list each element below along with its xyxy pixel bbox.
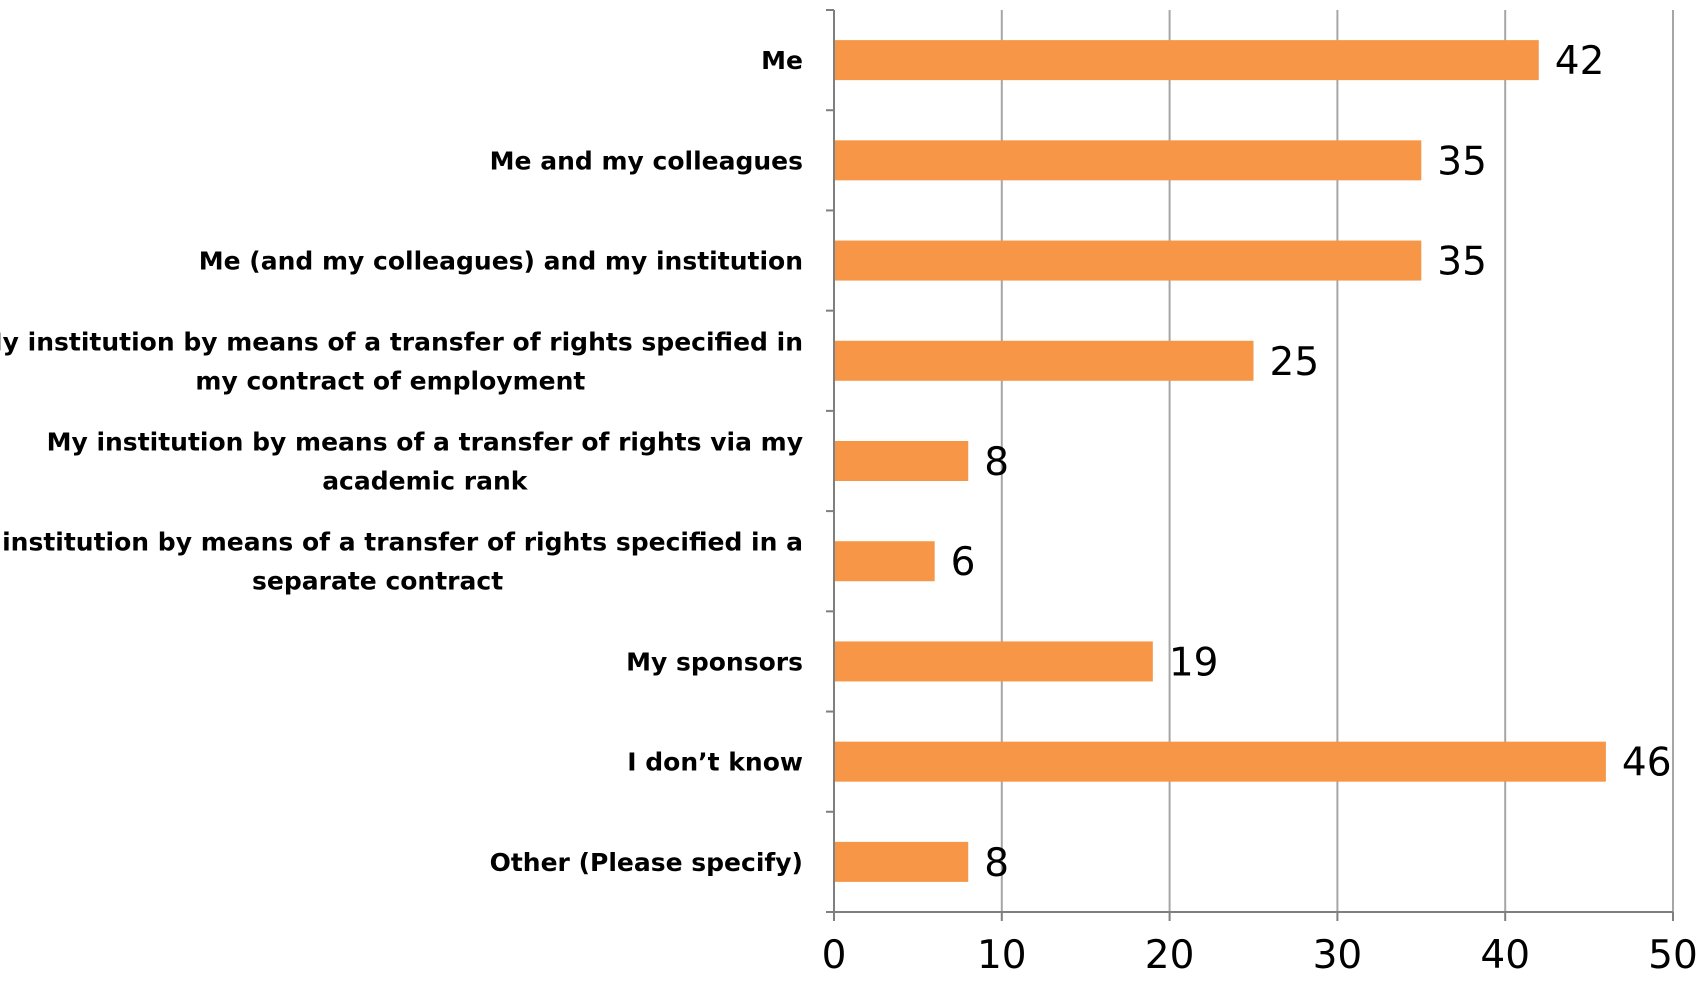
category-label-8: Other (Please specify) — [490, 848, 803, 877]
category-label-6-line-0: My sponsors — [626, 647, 803, 676]
category-label-2: Me (and my colleagues) and my institutio… — [199, 247, 803, 276]
category-label-7: I don’t know — [627, 748, 803, 777]
bar-2 — [835, 240, 1422, 281]
data-label-4: 8 — [984, 440, 1009, 485]
data-label-6: 19 — [1169, 640, 1219, 685]
data-label-3: 25 — [1270, 340, 1320, 385]
data-label-7: 46 — [1622, 741, 1672, 786]
data-label-1: 35 — [1437, 139, 1487, 184]
data-label-8: 8 — [984, 841, 1009, 886]
x-tick-label-30: 30 — [1313, 933, 1363, 978]
x-tick-label-0: 0 — [822, 933, 847, 978]
bar-8 — [835, 841, 969, 882]
category-label-5-line-0: My institution by means of a transfer of… — [0, 528, 803, 557]
bar-6 — [835, 641, 1153, 682]
x-tick-label-50: 50 — [1648, 933, 1698, 978]
bar-5 — [835, 541, 935, 582]
category-label-4-line-1: academic rank — [322, 467, 529, 496]
category-label-4-line-0: My institution by means of a transfer of… — [47, 428, 803, 457]
category-label-3-line-0: My institution by means of a transfer of… — [0, 327, 803, 356]
category-label-6: My sponsors — [626, 647, 803, 676]
data-label-5: 6 — [951, 540, 976, 585]
category-label-0: Me — [761, 46, 803, 75]
category-label-3: My institution by means of a transfer of… — [0, 327, 803, 395]
x-tick-label-10: 10 — [977, 933, 1027, 978]
category-label-5-line-1: separate contract — [252, 567, 503, 596]
data-label-2: 35 — [1437, 240, 1487, 285]
bar-7 — [835, 741, 1606, 782]
bar-4 — [835, 441, 969, 481]
category-label-0-line-0: Me — [761, 46, 803, 75]
category-label-4: My institution by means of a transfer of… — [47, 428, 803, 496]
category-label-1-line-0: Me and my colleagues — [490, 146, 803, 175]
labels: 0 10 20 30 40 50 42 Me 35 Me and my colleagues 35 M… — [0, 39, 1698, 978]
bars — [835, 40, 1606, 882]
bar-0 — [835, 40, 1539, 81]
category-label-3-line-1: my contract of employment — [195, 366, 585, 395]
x-tick-label-40: 40 — [1480, 933, 1530, 978]
category-label-2-line-0: Me (and my colleagues) and my institutio… — [199, 247, 803, 276]
bar-1 — [835, 140, 1422, 181]
category-label-7-line-0: I don’t know — [627, 748, 803, 777]
data-label-0: 42 — [1555, 39, 1605, 84]
bar-3 — [835, 340, 1254, 381]
category-label-5: My institution by means of a transfer of… — [0, 528, 803, 596]
x-tick-label-20: 20 — [1145, 933, 1195, 978]
category-label-8-line-0: Other (Please specify) — [490, 848, 803, 877]
axes — [826, 9, 1674, 921]
category-label-1: Me and my colleagues — [490, 146, 803, 175]
